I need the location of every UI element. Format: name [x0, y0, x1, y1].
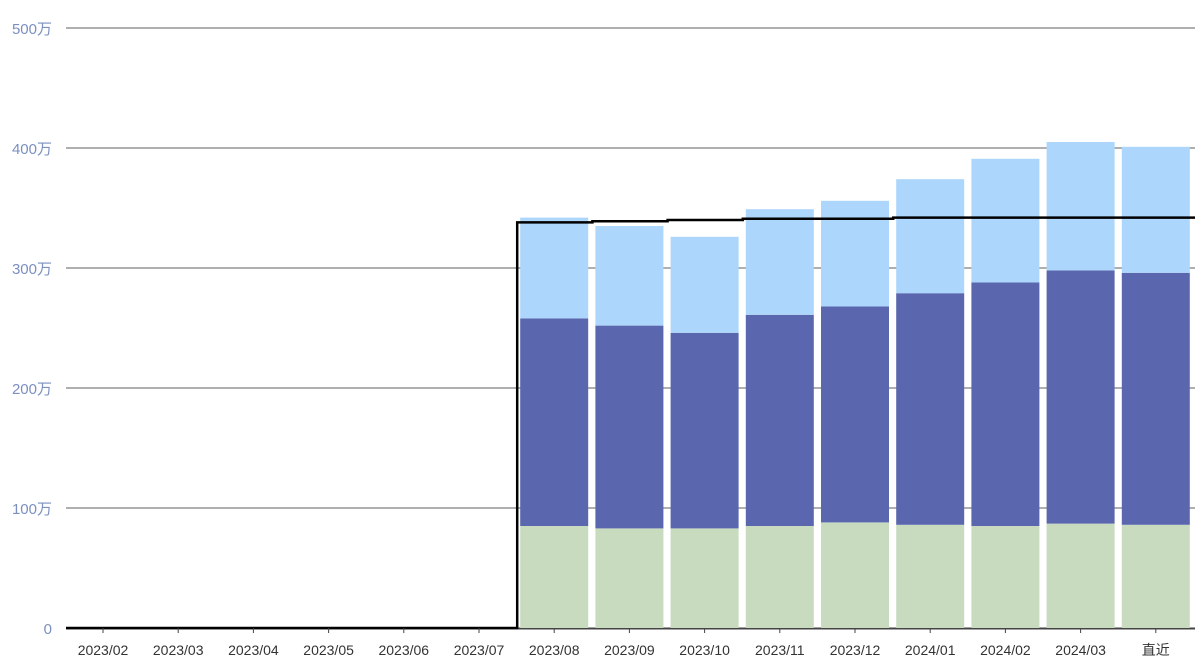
step-line-series — [66, 216, 1195, 630]
y-tick-label: 300万 — [12, 261, 52, 278]
bar-segment-0-8 — [670, 528, 739, 628]
bar-segment-0-6 — [520, 526, 589, 628]
x-tick-label: 2023/10 — [679, 642, 730, 658]
x-tick-label: 2023/12 — [830, 642, 881, 658]
x-tick-label: 2023/07 — [454, 642, 505, 658]
bar-segment-2-14 — [1121, 146, 1190, 273]
bar-segment-2-8 — [670, 236, 739, 333]
bar-segment-0-11 — [896, 524, 965, 628]
x-tick-label: 2023/02 — [78, 642, 129, 658]
bar-segment-0-13 — [1046, 523, 1115, 628]
x-tick-label: 2024/02 — [980, 642, 1031, 658]
bar-segment-0-10 — [821, 522, 889, 628]
y-tick-label: 500万 — [12, 21, 52, 38]
bar-segment-2-13 — [1046, 142, 1115, 271]
bar-segment-2-6 — [520, 217, 589, 319]
bar-segment-0-9 — [745, 526, 814, 628]
x-tick-label: 2023/11 — [755, 642, 805, 658]
bar-segment-0-14 — [1121, 524, 1190, 628]
bar-segment-0-12 — [971, 526, 1040, 628]
bar-segment-2-7 — [595, 226, 664, 326]
x-tick-label: 2023/08 — [529, 642, 580, 658]
x-tick-label: 2023/03 — [153, 642, 204, 658]
x-tick-label: 2023/09 — [604, 642, 655, 658]
bar-segment-1-6 — [520, 318, 589, 526]
y-axis-ticks: 0 100万 200万 300万 400万 500万 — [12, 21, 52, 638]
bars-layer — [520, 142, 1190, 628]
x-tick-label: 2023/04 — [228, 642, 279, 658]
bar-segment-2-11 — [896, 179, 965, 294]
y-tick-label: 100万 — [12, 501, 52, 518]
bar-segment-1-10 — [821, 306, 889, 523]
bar-segment-2-9 — [745, 209, 814, 315]
x-tick-label: 2024/01 — [905, 642, 956, 658]
y-tick-label: 400万 — [12, 141, 52, 158]
bar-segment-0-7 — [595, 528, 664, 628]
x-tick-label: 2023/06 — [378, 642, 429, 658]
bar-segment-1-11 — [896, 293, 965, 525]
y-tick-label: 200万 — [12, 381, 52, 398]
bar-segment-1-9 — [745, 314, 814, 526]
x-tick-label: 2023/05 — [303, 642, 354, 658]
bar-segment-1-12 — [971, 282, 1040, 526]
bar-segment-1-7 — [595, 325, 664, 529]
bar-segment-1-14 — [1121, 272, 1190, 525]
line-layer — [66, 216, 1195, 630]
bar-segment-2-10 — [821, 200, 889, 307]
y-tick-label: 0 — [44, 621, 52, 638]
bar-segment-1-8 — [670, 332, 739, 529]
bar-segment-1-13 — [1046, 270, 1115, 524]
x-tick-label: 2024/03 — [1055, 642, 1106, 658]
x-tick-label: 直近 — [1142, 642, 1170, 658]
x-axis-ticks: 2023/02 2023/03 2023/04 2023/05 2023/06 2023/… — [78, 628, 1170, 658]
bar-segment-2-12 — [971, 158, 1040, 283]
